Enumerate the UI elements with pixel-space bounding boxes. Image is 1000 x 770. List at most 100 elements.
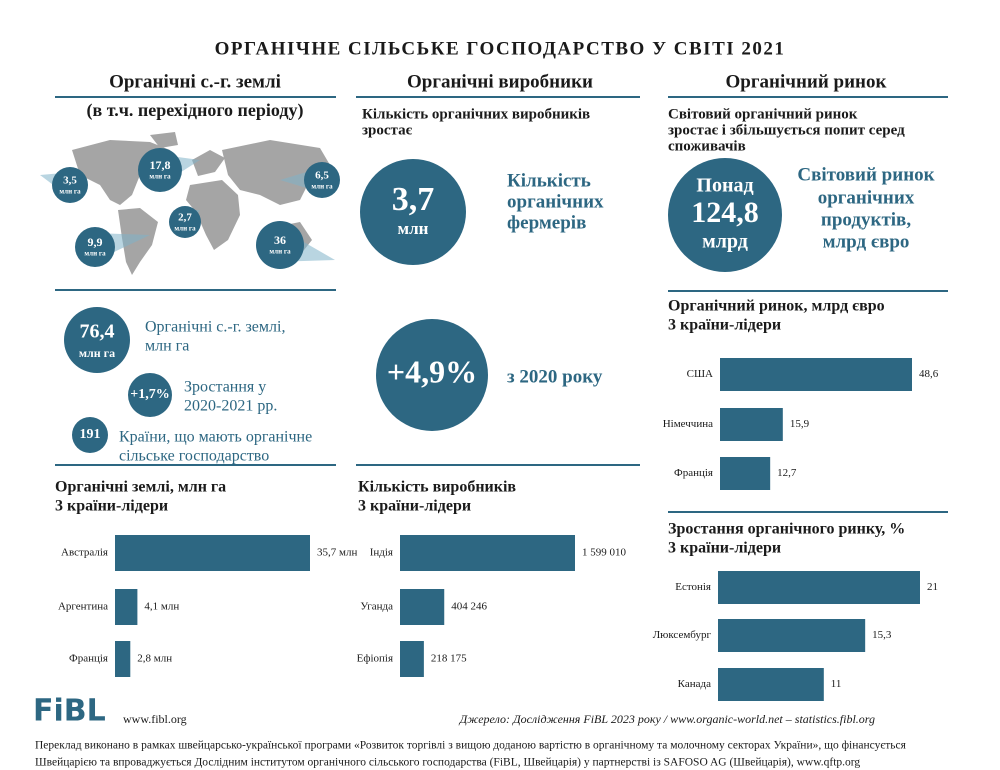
value-label: 4,1 млн — [144, 601, 179, 613]
section-heading: Світовий органічний ринок — [668, 106, 858, 122]
category-label: Естонія — [675, 581, 711, 593]
bubble-unit: млн га — [84, 250, 106, 258]
map-bubble — [304, 162, 340, 198]
africa — [186, 180, 240, 250]
map-bubble — [138, 148, 182, 192]
section-heading: зростає — [362, 122, 413, 138]
bar — [718, 668, 824, 701]
value-label: 218 175 — [431, 653, 467, 665]
south-america — [118, 208, 158, 275]
category-label: Німеччина — [663, 418, 713, 430]
stat-value: 76,4 — [80, 321, 115, 343]
section-heading: зростає і збільшується попит серед — [668, 122, 905, 138]
category-label: Франція — [674, 467, 713, 479]
bubble-unit: млн га — [59, 188, 81, 196]
stat-label: органічних — [818, 187, 915, 208]
value-label: 404 246 — [451, 601, 487, 613]
stat-value: 124,8 — [691, 196, 759, 229]
stat-label: фермерів — [507, 212, 586, 233]
bar — [720, 358, 912, 391]
stat-label: Зростання у — [184, 379, 266, 396]
stat-label: млн га — [145, 338, 189, 355]
map-bubble — [169, 206, 201, 238]
stat-label: Світовий ринок — [797, 164, 934, 185]
footnote: Швейцарією та впроваджується Дослідним і… — [35, 757, 860, 769]
map-bubble — [75, 227, 115, 267]
bar — [400, 535, 575, 571]
category-label: Австралія — [61, 547, 108, 559]
value-label: 11 — [831, 678, 842, 690]
category-label: Канада — [678, 678, 711, 690]
category-label: Франція — [69, 653, 108, 665]
greenland — [150, 132, 178, 148]
value-label: 15,3 — [872, 629, 892, 641]
stat-value: млн — [398, 219, 429, 238]
bubble-value: 2,7 — [178, 212, 192, 224]
stat-value: млн га — [79, 346, 115, 360]
bubble-unit: млн га — [149, 173, 171, 181]
category-label: Уганда — [360, 601, 393, 613]
value-label: 21 — [927, 581, 938, 593]
stat-circle — [668, 158, 782, 272]
chart-subtitle: 3 країни-лідери — [358, 498, 471, 515]
stat-circle — [72, 417, 108, 453]
category-label: Аргентина — [58, 601, 108, 613]
source: Джерело: Дослідження FiBL 2023 року / ww… — [459, 712, 875, 726]
bar — [720, 408, 783, 441]
stat-circle — [64, 307, 130, 373]
bubble-value: 6,5 — [315, 170, 329, 182]
chart-title: Органічний ринок, млрд євро — [668, 298, 885, 315]
chart-subtitle: 3 країни-лідери — [668, 317, 781, 334]
column-header: Органічний ринок — [726, 71, 887, 92]
asia — [222, 140, 330, 205]
bubble-value: 17,8 — [150, 158, 171, 172]
category-label: США — [687, 368, 713, 380]
stat-label: млрд євро — [823, 231, 910, 252]
stat-label: 2020-2021 рр. — [184, 398, 277, 415]
section-heading: Кількість органічних виробників — [362, 106, 590, 122]
bubble-unit: млн га — [269, 248, 291, 256]
category-label: Ефіопія — [357, 653, 393, 665]
value-label: 48,6 — [919, 368, 939, 380]
bubble-value: 3,5 — [63, 175, 77, 187]
chart-subtitle: 3 країни-лідери — [55, 498, 168, 515]
stat-circle — [128, 373, 172, 417]
bubble-value: 9,9 — [88, 235, 103, 249]
chart-title: Органічні землі, млн га — [55, 479, 226, 496]
category-label: Індія — [370, 547, 393, 559]
europe — [192, 150, 225, 176]
bar — [115, 535, 310, 571]
value-label: 1 599 010 — [582, 547, 627, 559]
map-bubble — [52, 167, 88, 203]
stat-value: Понад — [696, 175, 753, 197]
stat-value: +1,7% — [130, 387, 169, 402]
page-title: ОРГАНІЧНЕ СІЛЬСЬКЕ ГОСПОДАРСТВО У СВІТІ … — [215, 38, 786, 59]
section-heading: споживачів — [668, 138, 746, 154]
value-label: 15,9 — [790, 418, 810, 430]
stat-label: органічних — [507, 191, 604, 212]
value-label: 2,8 млн — [137, 653, 172, 665]
stat-value: млрд — [702, 231, 748, 253]
map-bubble — [256, 221, 304, 269]
bubble-value: 36 — [274, 233, 286, 247]
stat-label: сільське господарство — [119, 448, 269, 465]
bubble-unit: млн га — [311, 183, 333, 191]
footnote: Переклад виконано в рамках швейцарсько-у… — [35, 740, 907, 752]
chart-subtitle: 3 країни-лідери — [668, 540, 781, 557]
bar — [115, 589, 138, 625]
website[interactable]: www.fibl.org — [123, 712, 187, 726]
column-header: Органічні виробники — [407, 71, 593, 92]
bar — [718, 571, 920, 604]
stat-label: Кількість — [507, 170, 591, 191]
land-subtitle: (в т.ч. перехідного періоду) — [86, 100, 303, 121]
stat-value: +4,9% — [387, 353, 477, 389]
stat-circle — [360, 159, 466, 265]
bar — [115, 641, 131, 677]
stat-value: 3,7 — [392, 181, 435, 218]
stat-label: продуктів, — [821, 209, 911, 230]
chart-title: Кількість виробників — [358, 479, 516, 496]
stat-label: Органічні с.-г. землі, — [145, 319, 285, 336]
logo: FiBL — [33, 694, 106, 729]
bar — [720, 457, 771, 490]
